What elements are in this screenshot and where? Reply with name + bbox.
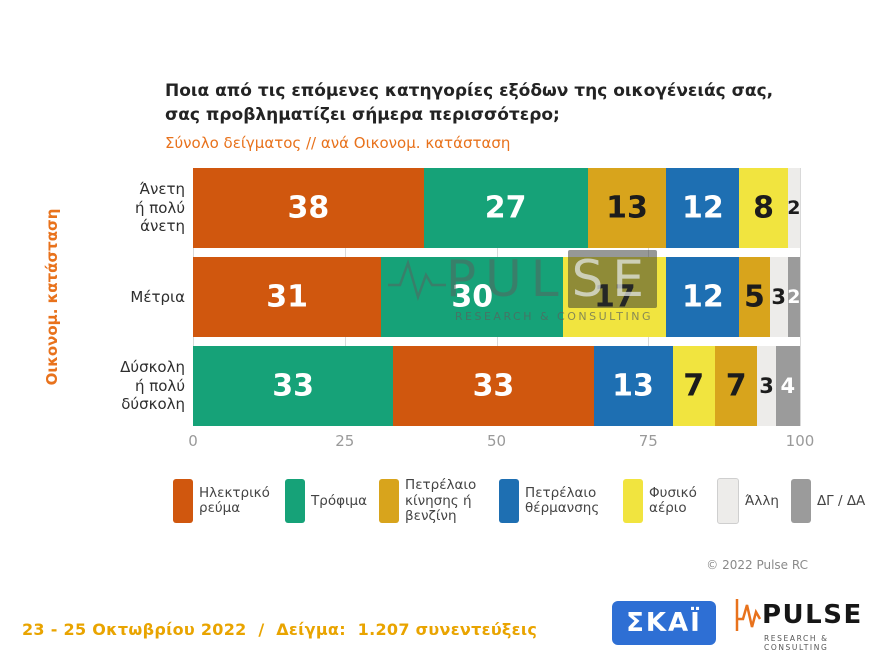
segment-value: 17: [593, 279, 636, 315]
legend-swatch: [285, 479, 305, 524]
pulse-logo-text: PULSE: [762, 600, 863, 630]
bar-segment: 7: [714, 346, 758, 426]
bar-segment: 13: [587, 168, 667, 248]
segment-value: 12: [681, 190, 724, 226]
segment-value: 27: [484, 190, 527, 226]
gridline: [800, 168, 801, 426]
bar-segment: 3: [769, 257, 788, 337]
segment-value: 12: [681, 279, 724, 315]
x-tick-label: 75: [638, 432, 658, 450]
pulse-heartbeat-icon: [735, 599, 762, 631]
legend-swatch: [623, 479, 644, 524]
legend-item: Άλλη: [717, 478, 779, 525]
bar-segment: 4: [775, 346, 800, 426]
bar-segment: 5: [739, 257, 770, 337]
legend: Ηλεκτρικό ρεύμα Τρόφιμα Πετρέλαιο κίνησης …: [173, 477, 867, 525]
segment-value: 8: [753, 190, 774, 226]
bar-segment: 7: [672, 346, 715, 426]
legend-swatch: [790, 479, 811, 524]
row-label: Άνετη ή πολύ άνετη: [134, 179, 185, 236]
segment-value: 2: [787, 197, 801, 219]
legend-label: Τρόφιμα: [311, 492, 368, 509]
chart-subtitle: Σύνολο δείγματος // ανά Οικονομ. κατάστα…: [165, 134, 511, 152]
x-tick-label: 50: [486, 432, 507, 450]
bar-segment: 12: [666, 257, 740, 337]
plot-area: 0 25 50 75 100 Άνετη ή πολύ άνετη 38 27 13 12 8 2 Μ…: [20, 168, 820, 468]
stacked-bar: 31 30 17 12 5 3 2: [193, 257, 800, 337]
bar-segment: 2: [787, 257, 801, 337]
x-tick-label: 100: [785, 432, 815, 450]
pulse-logo: PULSE RESEARCH & CONSULTING: [734, 597, 866, 652]
legend-label: Πετρέλαιο θέρμανσης: [525, 484, 600, 517]
bar-row: Μέτρια 31 30 17 12 5 3 2: [20, 257, 820, 337]
bar-segment: 13: [593, 346, 673, 426]
bar-segment: 3: [757, 346, 776, 426]
legend-swatch: [173, 479, 193, 524]
legend-swatch: [379, 479, 400, 524]
segment-value: 33: [472, 368, 515, 404]
stacked-bar: 38 27 13 12 8 2: [193, 168, 800, 248]
legend-swatch: [499, 479, 520, 524]
segment-value: 3: [759, 374, 774, 398]
bar-row: Άνετη ή πολύ άνετη 38 27 13 12 8 2: [20, 168, 820, 248]
bar-row: Δύσκολη ή πολύ δύσκολη 33 33 13 7 7 3 4: [20, 346, 820, 426]
pulse-logo-subtext: RESEARCH & CONSULTING: [764, 634, 829, 652]
segment-value: 30: [451, 279, 494, 315]
segment-value: 31: [266, 279, 308, 315]
segment-value: 7: [683, 368, 705, 404]
bar-segment: 12: [666, 168, 740, 248]
row-label: Μέτρια: [130, 287, 185, 306]
segment-value: 5: [744, 279, 765, 315]
legend-label: Φυσικό αέριο: [649, 484, 697, 517]
legend-item: Φυσικό αέριο: [623, 479, 705, 524]
legend-label: ΔΓ / ΔΑ: [816, 492, 866, 509]
footer-note: 23 - 25 Οκτωβρίου 2022 / Δείγμα: 1.207 σ…: [22, 620, 538, 639]
bar-segment: 33: [193, 346, 394, 426]
bar-segment: 2: [787, 168, 801, 248]
bar-segment: 8: [739, 168, 788, 248]
chart-title: Ποια από τις επόμενες κατηγορίες εξόδων …: [165, 81, 774, 125]
bar-segment: 17: [563, 257, 667, 337]
segment-value: 13: [612, 368, 654, 404]
legend-label: Άλλη: [745, 492, 779, 509]
bar-segment: 33: [393, 346, 594, 426]
skai-logo: ΣΚΑΪ: [612, 601, 716, 645]
segment-value: 33: [272, 368, 315, 404]
segment-value: 3: [771, 285, 787, 309]
segment-value: 2: [787, 286, 801, 308]
skai-logo-text: ΣΚΑΪ: [626, 608, 702, 638]
bar-segment: 38: [193, 168, 424, 248]
legend-item: Τρόφιμα: [285, 479, 368, 524]
bar-segment: 27: [423, 168, 588, 248]
stacked-bar: 33 33 13 7 7 3 4: [193, 346, 800, 426]
bar-segment: 31: [193, 257, 382, 337]
legend-label: Πετρέλαιο κίνησης ή βενζίνη: [405, 477, 477, 525]
segment-value: 38: [287, 190, 330, 226]
segment-value: 4: [780, 374, 796, 398]
legend-item: ΔΓ / ΔΑ: [790, 479, 866, 524]
bar-segment: 30: [381, 257, 564, 337]
segment-value: 7: [725, 368, 747, 404]
pulse-logo-row: PULSE: [734, 597, 866, 633]
x-tick-label: 25: [335, 432, 355, 450]
legend-label: Ηλεκτρικό ρεύμα: [199, 484, 270, 517]
x-tick-label: 0: [188, 432, 198, 450]
bar-rows: Άνετη ή πολύ άνετη 38 27 13 12 8 2 Μέτρια 31 30 17…: [20, 168, 820, 426]
legend-item: Πετρέλαιο θέρμανσης: [499, 479, 611, 524]
row-label: Δύσκολη ή πολύ δύσκολη: [120, 357, 185, 414]
legend-swatch: [717, 478, 740, 525]
segment-value: 13: [606, 190, 648, 226]
legend-item: Ηλεκτρικό ρεύμα: [173, 479, 273, 524]
copyright: © 2022 Pulse RC: [706, 558, 808, 572]
legend-item: Πετρέλαιο κίνησης ή βενζίνη: [379, 477, 487, 525]
